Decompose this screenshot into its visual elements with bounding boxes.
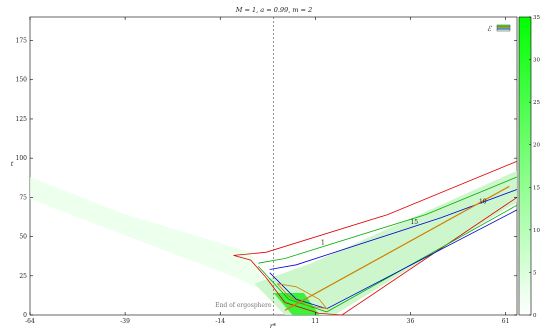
contour-label: 15 [410,219,418,226]
x-axis: -64 -39 -14 11 36 61 [25,17,509,325]
y-tick-label: 75 [19,194,27,201]
y-tick-label: 100 [16,155,28,162]
y-tick-label: 50 [19,234,27,241]
y-tick-label: 25 [19,273,27,280]
colorbar-tick-label: 5 [533,270,537,276]
legend: ℰ [487,24,511,33]
x-tick-label: 11 [312,318,320,325]
y-tick-label: 0 [23,312,27,319]
ergosphere-label: End of ergosphere [215,302,272,309]
legend-label: ℰ [487,25,492,33]
legend-swatch [496,24,511,32]
x-tick-label: 61 [502,318,510,325]
colorbar-tick-label: 20 [533,143,540,149]
colorbar [518,16,532,316]
colorbar-tick-label: 10 [533,228,540,234]
ridge-line [284,185,510,311]
y-axis: 0 25 50 75 100 125 150 175 [16,38,517,319]
x-tick-label: -64 [25,318,35,325]
contour-label: 10 [479,199,487,206]
chart-title: M = 1, a = 0.99, m = 2 [235,6,312,14]
colorbar-tick-label: 15 [533,185,540,191]
heat-faint-band [30,177,274,297]
contour-lines: 1 10 15 [233,160,518,316]
contour-outer-top [233,160,518,256]
x-tick-label: 36 [407,318,415,325]
contour-label: 1 [321,239,325,246]
colorbar-tick-label: 0 [533,313,537,319]
y-tick-label: 125 [16,116,28,123]
x-tick-label: -14 [215,318,225,325]
contour-core [277,283,328,310]
contour-mid-upper [258,176,518,264]
colorbar-tick-label: 25 [533,100,540,106]
colorbar-tick-label: 35 [533,15,540,21]
y-axis-label: t [11,160,14,168]
x-tick-label: -39 [120,318,130,325]
y-tick-label: 150 [16,77,28,84]
contour-outer [233,197,518,316]
heat-strong-band [254,170,517,315]
contour-inner-lower [269,209,518,310]
y-tick-label: 175 [16,38,28,45]
colorbar-tick-label: 30 [533,58,540,64]
colorbar-ticks: 0 5 10 15 20 25 30 35 [529,15,540,319]
x-axis-label: r* [270,322,277,329]
